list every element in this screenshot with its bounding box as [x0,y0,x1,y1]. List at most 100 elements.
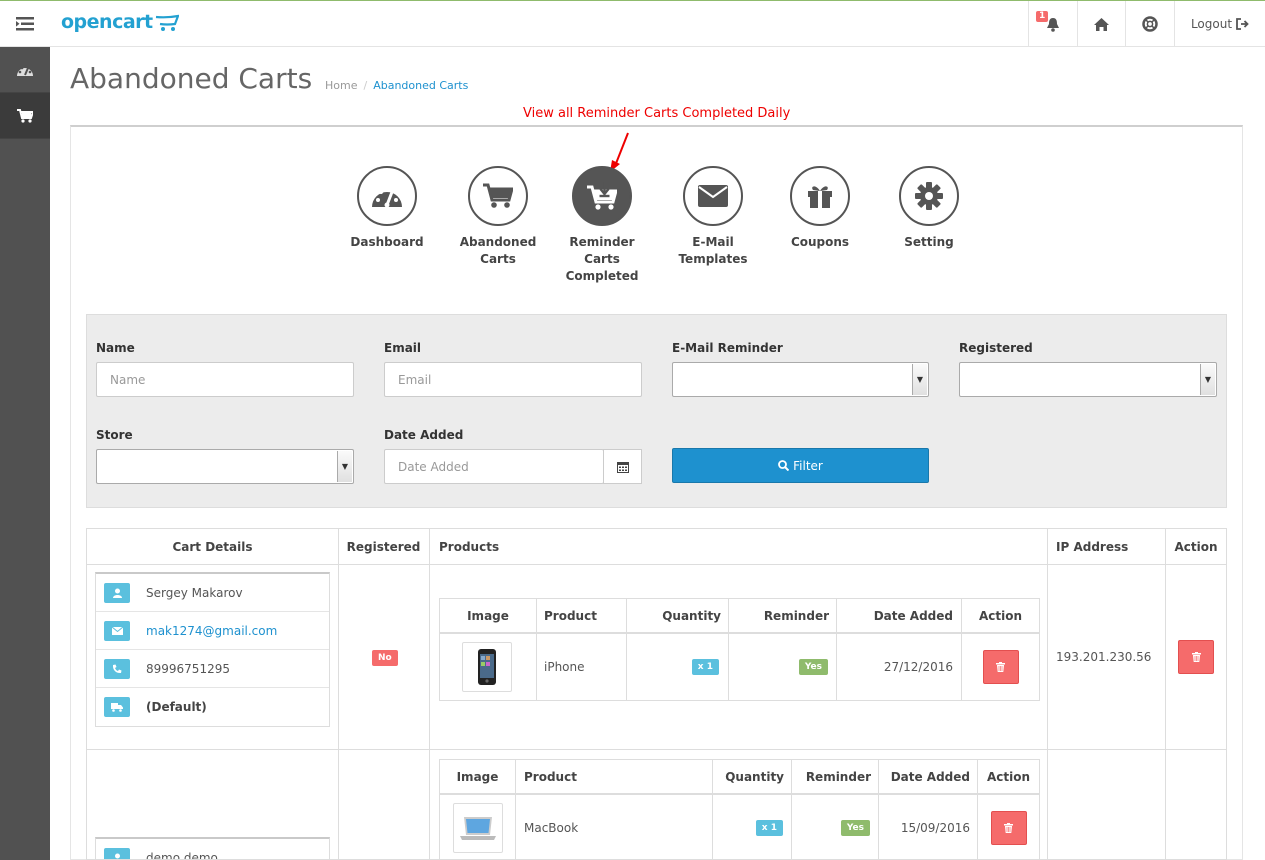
reminder-cell: Yes [728,633,828,701]
module-label: Reminder Carts Completed [565,235,639,283]
bell-icon [1047,17,1059,32]
cart-icon [483,183,513,208]
pth-quantity: Quantity [725,769,784,784]
module-setting[interactable]: Setting [874,166,984,251]
trash-icon [1004,823,1013,833]
registered-select[interactable]: ▼ [959,362,1217,397]
nav-cart[interactable] [0,93,50,139]
pth-action: Action [986,769,1031,784]
pth-action: Action [978,608,1023,623]
email-reminder-select[interactable]: ▼ [672,362,929,397]
logo-text: opencart [61,11,153,33]
product-thumbnail[interactable] [453,803,503,853]
email-input[interactable]: Email [384,362,642,397]
trash-icon [1191,651,1201,662]
home-button[interactable] [1077,1,1125,47]
store-select[interactable]: ▼ [96,449,354,484]
module-abandoned-carts[interactable]: Abandoned Carts [443,166,553,268]
registered-label: Registered [959,341,1033,355]
calendar-button[interactable] [603,449,642,484]
quantity-cell: x 1 [712,794,783,859]
chevron-down-icon: ▼ [337,451,352,482]
product-name[interactable]: iPhone [544,660,585,674]
quantity-badge: x 1 [755,820,783,836]
filter-button[interactable]: Filter [672,448,929,483]
product-date-added: 15/09/2016 [900,821,970,835]
customer-email-row: mak1274@gmail.com [96,612,329,650]
customer-email-link[interactable]: mak1274@gmail.com [146,623,278,638]
cart-download-icon [587,182,617,210]
module-email-templates[interactable]: E-Mail Templates [658,166,768,268]
user-icon [104,582,130,603]
delete-product-button[interactable] [990,811,1027,845]
cart-details-card: Sergey Makarov mak1274@gmail.com 8999675… [95,572,330,727]
th-action: Action [1174,539,1218,554]
registered-badge: No [372,650,398,666]
module-label: Abandoned Carts [459,235,537,266]
email-reminder-label: E-Mail Reminder [672,341,783,355]
filter-button-label: Filter [793,458,823,473]
chevron-down-icon: ▼ [1200,364,1215,395]
nav-dashboard[interactable] [0,47,50,93]
delete-cart-button[interactable] [1178,639,1214,674]
product-action-cell [977,794,1040,859]
customer-name-row: Sergey Makarov [96,574,329,612]
opencart-logo[interactable]: opencart [61,11,179,33]
th-ip-address: IP Address [1056,539,1129,554]
trash-icon [996,662,1005,672]
cart-icon [17,108,33,123]
email-label: Email [384,341,422,355]
module-label: E-Mail Templates [678,235,748,266]
customer-name: Sergey Makarov [146,585,243,600]
pth-reminder: Reminder [763,608,829,623]
macbook-image [460,817,496,840]
life-ring-icon [1142,16,1158,32]
module-nav: Dashboard Abandoned Carts Reminder Carts Co… [0,166,1265,296]
iphone-image [478,649,496,685]
module-label: Setting [904,235,954,249]
sign-out-icon [1236,18,1249,30]
products-table: Image Product Quantity Reminder Date Add… [439,759,1040,859]
pth-quantity: Quantity [662,608,721,623]
module-coupons[interactable]: Coupons [765,166,875,251]
cart-details-card: demo demo [95,837,330,860]
customer-store-row: (Default) [96,688,329,726]
reminder-badge: Yes [840,820,870,836]
module-reminder-carts-completed[interactable]: Reminder Carts Completed [547,166,657,285]
reminder-badge: Yes [798,659,828,675]
user-icon [104,848,130,859]
pth-product: Product [524,769,577,784]
home-icon [1094,17,1109,31]
breadcrumb-home[interactable]: Home [325,79,358,92]
pth-product: Product [544,608,597,623]
name-input[interactable]: Name [96,362,354,397]
notifications-button[interactable]: 1 [1028,1,1077,47]
module-label: Dashboard [350,235,424,249]
th-products: Products [439,539,500,554]
customer-phone-row: 89996751295 [96,650,329,688]
customer-name: demo demo [146,851,218,860]
help-button[interactable] [1125,1,1174,47]
module-dashboard[interactable]: Dashboard [332,166,442,251]
breadcrumb: Home / Abandoned Carts [325,79,468,92]
product-thumbnail[interactable] [462,642,512,692]
date-added-input[interactable]: Date Added [384,449,604,484]
dashboard-icon [17,64,33,76]
product-action-cell [961,633,1040,701]
top-header: opencart 1 Logout [0,0,1265,47]
pth-image: Image [456,769,499,784]
logout-button[interactable]: Logout [1174,1,1265,47]
customer-phone: 89996751295 [146,661,230,676]
calendar-icon [616,461,629,473]
search-icon [778,460,790,471]
breadcrumb-current[interactable]: Abandoned Carts [373,79,469,92]
product-name[interactable]: MacBook [524,821,579,835]
reminder-cell: Yes [791,794,870,859]
filter-panel: Name Name Email Email E-Mail Reminder ▼ … [86,314,1227,508]
gear-icon [915,182,943,210]
menu-toggle-button[interactable] [0,1,50,47]
pth-image: Image [467,608,509,623]
pth-date-added: Date Added [890,769,970,784]
delete-product-button[interactable] [982,650,1019,684]
store-label: Store [96,428,133,442]
